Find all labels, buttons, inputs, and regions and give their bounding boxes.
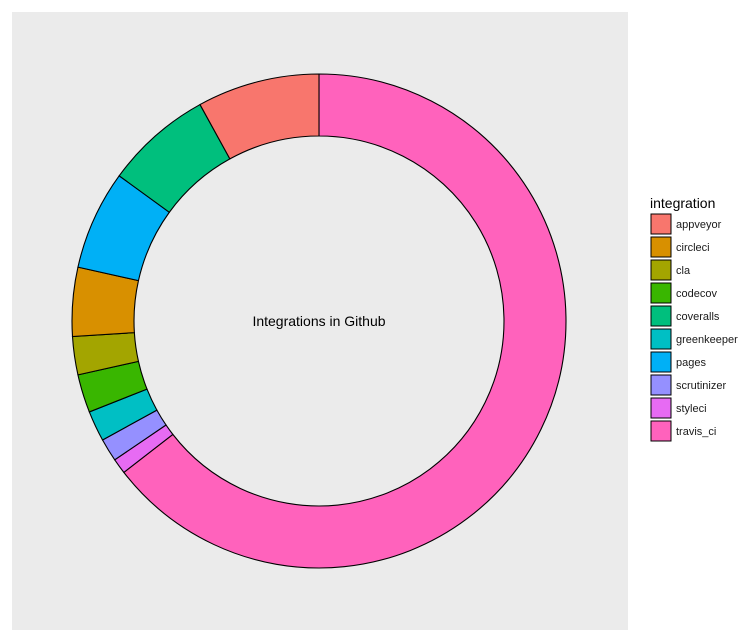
donut-slices: [71, 73, 567, 569]
slice-appveyor: [199, 73, 320, 160]
legend: integration appveyor circleci cla codecov co…: [650, 195, 738, 442]
legend-title: integration: [650, 195, 715, 211]
legend-label-circleci: circleci: [676, 242, 710, 254]
legend-key-coveralls: [650, 305, 672, 327]
legend-label-scrutinizer: scrutinizer: [676, 380, 726, 392]
legend-label-styleci: styleci: [676, 403, 707, 415]
legend-key-codecov: [650, 282, 672, 304]
legend-key-cla: [650, 259, 672, 281]
legend-key-circleci: [650, 236, 672, 258]
legend-label-appveyor: appveyor: [676, 219, 722, 231]
legend-items: appveyor circleci cla codecov coveralls green…: [650, 213, 738, 442]
chart-title: Integrations in Github: [252, 313, 385, 329]
legend-label-pages: pages: [676, 357, 706, 369]
legend-key-pages: [650, 351, 672, 373]
legend-label-codecov: codecov: [676, 288, 717, 300]
legend-key-styleci: [650, 397, 672, 419]
legend-label-greenkeeper: greenkeeper: [676, 334, 738, 346]
legend-key-scrutinizer: [650, 374, 672, 396]
legend-label-travis-ci: travis_ci: [676, 426, 716, 438]
legend-label-cla: cla: [676, 265, 691, 277]
legend-label-coveralls: coveralls: [676, 311, 720, 323]
slice-travis-ci: [123, 73, 567, 569]
legend-key-greenkeeper: [650, 328, 672, 350]
legend-key-appveyor: [650, 213, 672, 235]
legend-key-travis-ci: [650, 420, 672, 442]
